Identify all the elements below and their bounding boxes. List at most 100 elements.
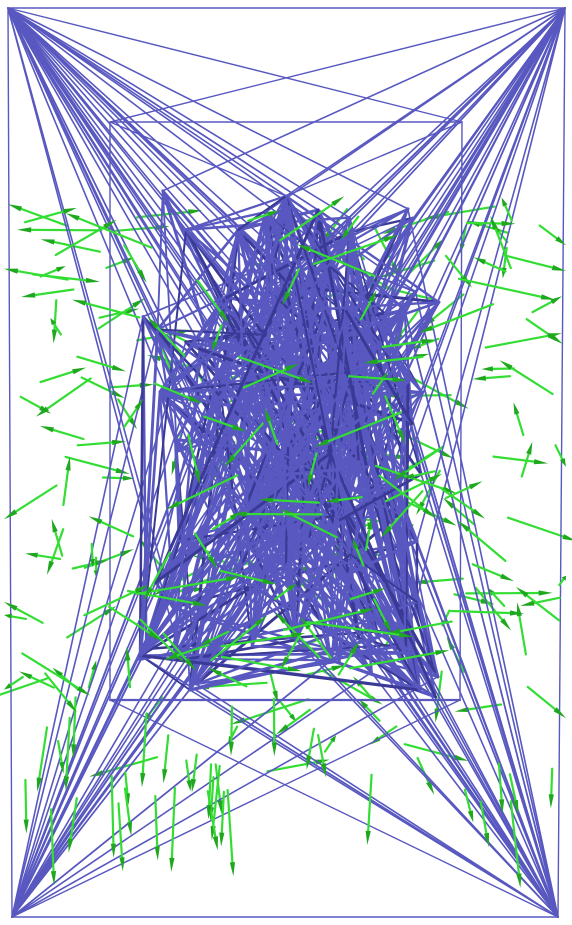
mesh-edge [344, 7, 566, 516]
vector-head [225, 576, 240, 582]
vector-glyph [49, 808, 57, 886]
vector-shaft [337, 651, 354, 676]
mesh-edge [250, 549, 422, 692]
vector-glyph [135, 576, 240, 595]
mesh-edge [390, 358, 423, 394]
vector-head [500, 573, 514, 582]
vector-glyph [509, 800, 522, 888]
vector-glyph [185, 759, 192, 792]
mesh-edge [7, 7, 253, 362]
vector-head [95, 560, 109, 566]
mesh-edge [156, 328, 263, 336]
vector-shaft [282, 610, 362, 632]
vector-head [540, 294, 555, 300]
vector-shaft [346, 215, 360, 233]
vector-shaft [242, 368, 287, 389]
vector-head [349, 641, 360, 655]
mesh-edge [188, 257, 336, 692]
vector-glyph [554, 444, 566, 467]
vector-head [72, 367, 87, 375]
mesh-edge [290, 451, 332, 543]
vector-head [457, 520, 471, 532]
mesh-edge [238, 262, 331, 391]
vector-glyph [384, 395, 405, 444]
vector-glyphs-front [4, 196, 566, 888]
mesh-edge [184, 194, 288, 231]
vector-shaft [506, 516, 565, 538]
vector-shaft [207, 681, 268, 688]
mesh-edge [349, 231, 423, 476]
vector-glyph [349, 650, 450, 670]
mesh-edge [159, 391, 400, 515]
vector-glyph [247, 210, 280, 222]
vector-head [454, 706, 469, 712]
vector-glyph [497, 762, 505, 814]
vector-head [454, 754, 469, 761]
vector-shaft [376, 355, 424, 363]
vector-head [224, 454, 236, 467]
vector-head [65, 456, 71, 471]
vector-glyph [46, 528, 65, 575]
vector-head [360, 608, 375, 615]
vector-glyph [162, 734, 170, 784]
vector-glyph [282, 608, 375, 632]
vector-head [490, 215, 498, 230]
mesh-edge [416, 540, 559, 918]
vector-glyph [193, 532, 218, 569]
vector-shaft [192, 753, 198, 781]
vector-glyph [224, 422, 264, 467]
vector-glyph [508, 773, 519, 815]
vector-head [65, 213, 80, 221]
vector-head [112, 439, 127, 446]
vector-glyph [154, 794, 160, 861]
vector-head [520, 600, 535, 606]
vector-head [500, 618, 512, 631]
vector-head [275, 612, 287, 624]
vector-glyph [380, 490, 424, 538]
vector-shaft [492, 592, 506, 608]
vector-glyph [259, 497, 320, 504]
vector-glyph [280, 633, 302, 670]
vector-shaft [280, 701, 293, 717]
vector-shaft [381, 340, 423, 348]
vector-head [392, 376, 407, 382]
mesh-edge [139, 518, 250, 657]
vector-shaft [15, 607, 44, 624]
vector-shaft [39, 370, 75, 384]
vector-shaft [492, 455, 536, 463]
mesh-edge [11, 699, 461, 918]
vector-head [23, 819, 29, 834]
vector-shaft [274, 587, 290, 601]
vector-head [501, 220, 516, 227]
vector-glyph [520, 596, 561, 606]
vector-head [483, 832, 489, 848]
vector-head [119, 857, 125, 872]
vector-head [555, 236, 566, 246]
vector-glyph [4, 613, 28, 621]
mesh-edge [142, 208, 409, 318]
vector-glyph [19, 671, 56, 689]
vector-glyph [558, 575, 566, 587]
vector-glyph [473, 257, 507, 273]
vector-shaft [56, 739, 63, 764]
vector-head [77, 686, 91, 696]
vector-head [284, 363, 299, 372]
vector-shaft [97, 304, 135, 330]
vector-head [231, 424, 246, 432]
vector-shaft [367, 773, 373, 833]
vector-shaft [208, 763, 213, 807]
vector-glyph [211, 324, 223, 352]
mesh-edge [284, 194, 441, 304]
vector-head [320, 763, 327, 778]
vector-glyph [513, 402, 525, 436]
vector-glyph [300, 616, 332, 659]
vector-shaft [149, 551, 172, 590]
vector-head [383, 235, 398, 243]
vector-glyph [87, 660, 97, 689]
vector-glyph [359, 290, 377, 321]
vector-head [85, 277, 100, 283]
vector-head [166, 501, 180, 510]
vector-head [51, 329, 58, 344]
